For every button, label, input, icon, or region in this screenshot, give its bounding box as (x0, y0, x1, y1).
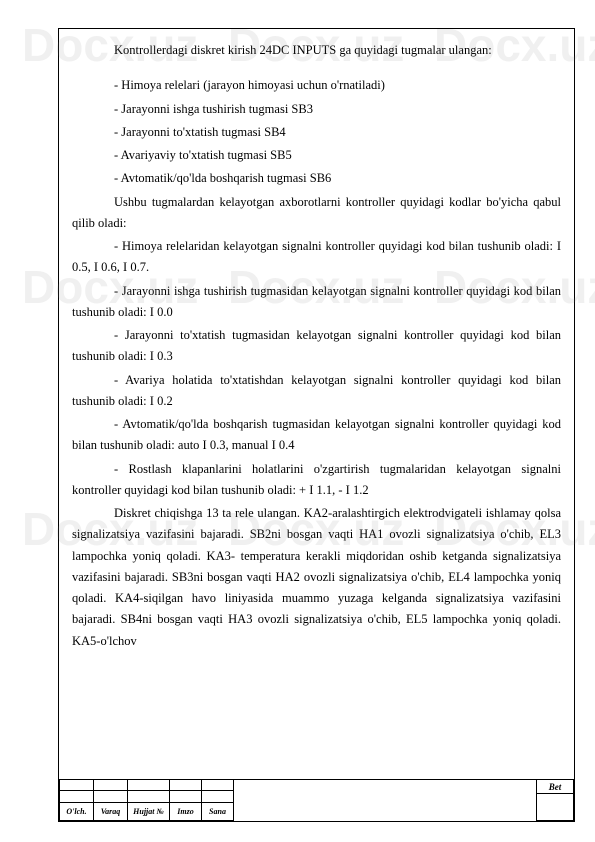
column-header: Varaq (94, 802, 128, 820)
paragraph: - Jarayonni to'xtatish tugmasidan kelayo… (72, 325, 561, 368)
paragraph: - Avtomatik/qo'lda boshqarish tugmasidan… (72, 414, 561, 457)
spacer (72, 63, 561, 73)
paragraph: - Rostlash klapanlarini holatlarini o'zg… (72, 459, 561, 502)
title-block-left: O'lch. Varaq Hujjat № Imzo Sana (59, 779, 234, 821)
title-block: O'lch. Varaq Hujjat № Imzo Sana Bet (59, 779, 574, 821)
document-body: Kontrollerdagi diskret kirish 24DC INPUT… (72, 40, 561, 752)
cell (60, 780, 94, 791)
cell (94, 780, 128, 791)
cell (170, 780, 202, 791)
paragraph: - Himoya relelaridan kelayotgan signalni… (72, 236, 561, 279)
cell (94, 791, 128, 802)
cell (60, 791, 94, 802)
cell (202, 791, 234, 802)
column-header: Sana (202, 802, 234, 820)
cell (202, 780, 234, 791)
page-number (537, 794, 574, 821)
list-item: - Himoya relelari (jarayon himoyasi uchu… (72, 75, 561, 96)
list-item: - Avariyaviy to'xtatish tugmasi SB5 (72, 145, 561, 166)
column-header: Imzo (170, 802, 202, 820)
page-label: Bet (537, 780, 574, 794)
paragraph: Ushbu tugmalardan kelayotgan axborotlarn… (72, 192, 561, 235)
list-item: - Jarayonni ishga tushirish tugmasi SB3 (72, 99, 561, 120)
paragraph: Kontrollerdagi diskret kirish 24DC INPUT… (72, 40, 561, 61)
list-item: - Avtomatik/qo'lda boshqarish tugmasi SB… (72, 168, 561, 189)
paragraph: - Avariya holatida to'xtatishdan kelayot… (72, 370, 561, 413)
column-header: O'lch. (60, 802, 94, 820)
paragraph: - Jarayonni ishga tushirish tugmasidan k… (72, 281, 561, 324)
paragraph: Diskret chiqishga 13 ta rele ulangan. KA… (72, 503, 561, 652)
cell (128, 780, 170, 791)
cell (170, 791, 202, 802)
column-header: Hujjat № (128, 802, 170, 820)
cell (128, 791, 170, 802)
title-block-right: Bet (536, 779, 574, 821)
list-item: - Jarayonni to'xtatish tugmasi SB4 (72, 122, 561, 143)
